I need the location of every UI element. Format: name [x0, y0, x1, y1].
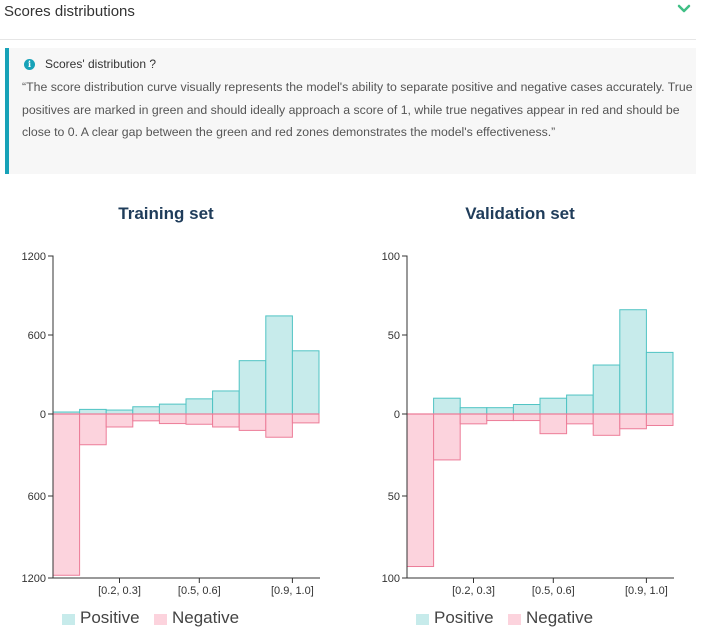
- info-box: i Scores' distribution ? “The score dist…: [5, 48, 696, 174]
- positive-bar: [238, 360, 267, 415]
- positive-bar: [132, 406, 160, 415]
- negative-bar: [79, 413, 107, 446]
- y-tick-label: 50: [388, 491, 400, 503]
- legend-swatch-positive: [416, 614, 429, 625]
- negative-bar: [265, 413, 293, 438]
- negative-bar: [566, 413, 594, 425]
- negative-bar: [486, 413, 514, 422]
- y-tick-label: 1200: [22, 251, 46, 263]
- x-tick-label: [0.9, 1.0]: [271, 585, 314, 597]
- positive-bar: [566, 394, 594, 415]
- positive-bar: [459, 407, 488, 415]
- chart-title: Training set: [118, 204, 214, 223]
- y-axis: [49, 255, 54, 579]
- positive-bar: [539, 397, 568, 415]
- negative-bar: [406, 413, 435, 568]
- negative-bar: [212, 413, 240, 428]
- validation-chart: Validation set 100 50 0 50 100 [0.2, 0.3] [0.5…: [354, 196, 708, 636]
- info-text: “The score distribution curve visually r…: [22, 80, 693, 139]
- positive-bar: [486, 407, 514, 415]
- x-tick-label: [0.2, 0.3]: [98, 585, 141, 597]
- negative-bar: [105, 413, 134, 428]
- negative-bar: [539, 413, 568, 435]
- negative-bar: [52, 413, 81, 576]
- negative-bar: [645, 413, 674, 426]
- x-tick-label: [0.5, 0.6]: [178, 585, 221, 597]
- training-chart: Training set 1200 600 0 600 1200 [0.2, 0.3] [0…: [0, 196, 354, 636]
- positive-bar: [619, 309, 647, 415]
- negative-bar: [185, 413, 214, 425]
- legend-label-positive: Positive: [80, 608, 140, 627]
- legend-swatch-positive: [62, 614, 75, 625]
- y-tick-label: 1200: [22, 573, 46, 585]
- negative-bar: [238, 413, 267, 431]
- positive-bar: [212, 390, 240, 415]
- x-tick-label: [0.9, 1.0]: [625, 585, 668, 597]
- positive-bar: [433, 397, 461, 415]
- y-tick-label: 0: [394, 409, 400, 421]
- negative-bar: [459, 413, 488, 425]
- info-title: Scores' distribution ?: [45, 57, 157, 71]
- negative-bar: [619, 413, 647, 430]
- positive-bar: [592, 364, 621, 415]
- info-icon: i: [24, 59, 35, 70]
- y-tick-label: 600: [28, 330, 46, 342]
- positive-bar: [185, 398, 214, 415]
- chart-title: Validation set: [465, 204, 575, 223]
- x-tick-label: [0.5, 0.6]: [532, 585, 575, 597]
- x-tick-label: [0.2, 0.3]: [452, 585, 495, 597]
- negative-bar: [592, 413, 621, 436]
- training-chart-plot: 1200 600 0 600 1200 [0.2, 0.3] [0.5, 0.6] [0.9,…: [22, 251, 320, 597]
- section-title: Scores distributions: [4, 3, 135, 20]
- positive-bar: [79, 408, 107, 415]
- section-header[interactable]: Scores distributions: [0, 0, 696, 40]
- y-tick-label: 600: [28, 491, 46, 503]
- positive-bar: [158, 403, 187, 415]
- negative-bar: [158, 413, 187, 425]
- negative-bar: [291, 413, 320, 424]
- y-axis: [403, 255, 408, 579]
- positive-bar: [512, 404, 541, 415]
- negative-bar: [433, 413, 461, 461]
- legend-label-negative: Negative: [172, 608, 240, 627]
- positive-bar: [265, 315, 293, 415]
- positive-bar: [645, 351, 674, 415]
- chevron-down-icon[interactable]: [676, 1, 692, 17]
- validation-chart-plot: 100 50 0 50 100 [0.2, 0.3] [0.5, 0.6] [0.9, 1.0…: [382, 251, 674, 597]
- y-tick-label: 0: [40, 409, 46, 421]
- positive-bar: [291, 350, 320, 415]
- y-tick-label: 100: [382, 573, 400, 585]
- legend-swatch-negative: [508, 614, 521, 625]
- y-tick-label: 50: [388, 330, 400, 342]
- legend-label-positive: Positive: [434, 608, 494, 627]
- negative-bar: [512, 413, 541, 422]
- legend-swatch-negative: [154, 614, 167, 625]
- legend-label-negative: Negative: [526, 608, 594, 627]
- negative-bar: [132, 413, 160, 422]
- y-tick-label: 100: [382, 251, 400, 263]
